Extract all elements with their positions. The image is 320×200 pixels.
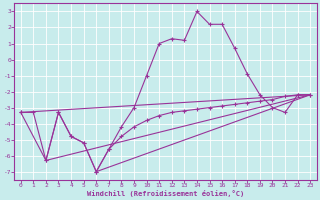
X-axis label: Windchill (Refroidissement éolien,°C): Windchill (Refroidissement éolien,°C)	[87, 190, 244, 197]
